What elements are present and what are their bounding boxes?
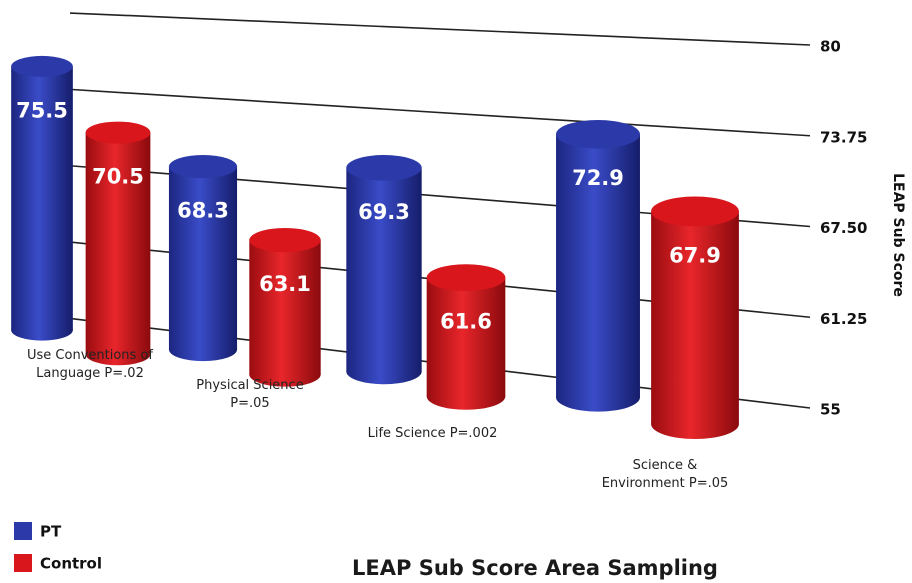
legend-label: Control [40, 555, 102, 573]
y-axis-label: LEAP Sub Score [890, 173, 906, 297]
chart-title: LEAP Sub Score Area Sampling [352, 556, 718, 580]
y-tick-label: 67.50 [820, 219, 867, 237]
bar-body [651, 211, 739, 425]
bar-body [556, 134, 640, 398]
bar [85, 121, 151, 366]
bar-top [168, 154, 238, 179]
value-label: 69.3 [358, 200, 410, 224]
y-tick-label: 61.25 [820, 310, 867, 328]
bar [346, 154, 422, 385]
x-tick-label: Use Conventions of Language P=.02 [27, 348, 153, 381]
bar-top [346, 154, 422, 181]
legend-swatch [14, 554, 32, 572]
legend-swatch [14, 522, 32, 540]
bar [11, 55, 73, 341]
value-label: 63.1 [259, 272, 311, 296]
x-tick-label: Physical Science P=.05 [196, 378, 304, 411]
bar-body [168, 166, 238, 350]
value-label: 72.9 [572, 166, 624, 190]
bar [556, 119, 640, 412]
grid-line [69, 12, 811, 46]
value-label: 70.5 [92, 165, 144, 189]
bar-body [85, 132, 151, 355]
bar-body [11, 66, 73, 331]
bar-top [651, 196, 739, 227]
y-tick-label: 80 [820, 38, 841, 56]
bar-top [426, 264, 506, 291]
legend-label: PT [40, 523, 62, 541]
bar-body [249, 240, 321, 375]
bar-top [85, 121, 151, 144]
bar [426, 264, 506, 410]
bar-top [11, 55, 73, 77]
bar [168, 154, 238, 362]
value-label: 67.9 [669, 243, 721, 267]
x-tick-label: Science & Environment P=.05 [601, 458, 729, 491]
value-label: 75.5 [16, 98, 68, 122]
value-label: 68.3 [177, 199, 229, 223]
x-tick-label: Life Science P=.002 [367, 426, 498, 441]
grid-line [69, 88, 811, 137]
y-tick-label: 55 [820, 401, 841, 419]
bar [249, 227, 321, 387]
bar-body [346, 167, 422, 372]
bar-top [249, 227, 321, 253]
y-tick-label: 73.75 [820, 128, 867, 146]
value-label: 61.6 [440, 310, 492, 334]
bar-top [556, 119, 640, 149]
bar [651, 196, 739, 440]
bar-body [426, 277, 506, 397]
